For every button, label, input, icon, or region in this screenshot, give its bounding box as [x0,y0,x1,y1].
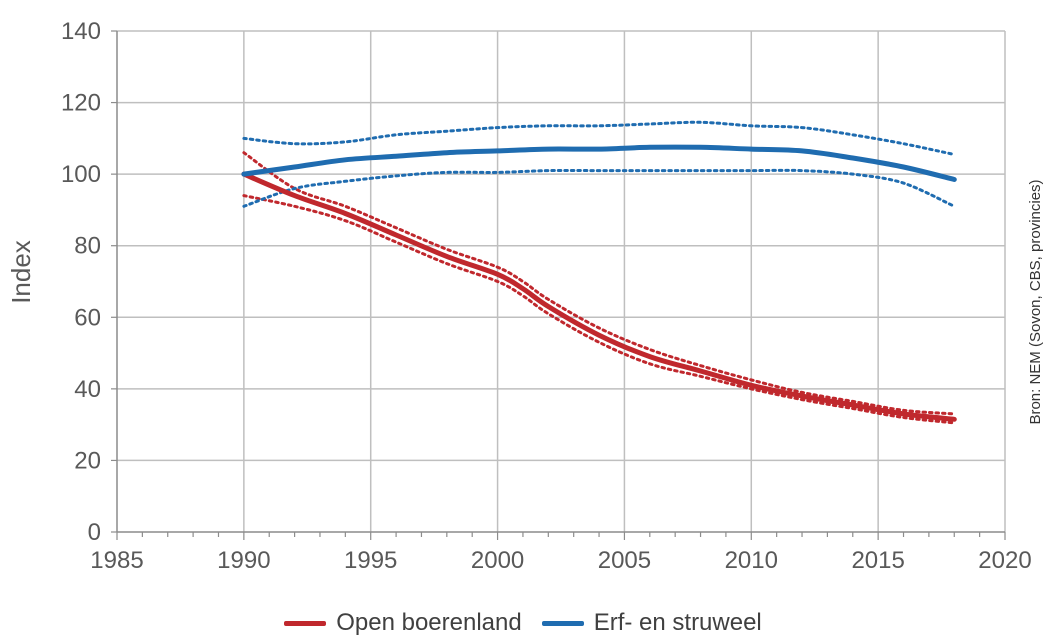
y-axis-title: Index [6,240,36,304]
y-tick-label: 0 [88,519,101,546]
confidence-bands [242,120,956,425]
x-tick-labels: 1985 1990 1995 2000 2005 2010 2015 2020 [90,547,1031,574]
x-tick-label: 2010 [725,547,778,574]
y-tick-label: 100 [61,161,101,188]
series-line-open-boerenland [241,171,957,422]
source-note: Bron: NEM (Sovon, CBS, provincies) [1027,179,1044,424]
y-tick-label: 80 [74,233,101,260]
legend-swatch-open-boerenland [284,620,327,626]
y-tick-label: 20 [74,447,101,474]
axes [111,30,1006,540]
upper-bound-open-boerenland [242,151,956,416]
legend-label-open-boerenland: Open boerenland [336,609,522,636]
x-tick-label: 1985 [90,547,143,574]
x-tick-label: 1990 [217,547,270,574]
y-tick-label: 140 [61,18,101,45]
legend-item-open-boerenland: Open boerenland [284,609,522,637]
line-chart: 0 20 40 60 80 100 120 140 1985 1990 1995 2000 2005 2… [6,18,1044,574]
lower-bound-erf-en-struweel [242,168,956,208]
legend-label-erf-en-struweel: Erf- en struweel [593,609,762,636]
legend: Open boerenland Erf- en struweel [0,605,1046,641]
legend-item-erf-en-struweel: Erf- en struweel [541,609,762,637]
upper-bound-erf-en-struweel [242,120,956,156]
grid-lines [117,30,1006,532]
legend-swatch-erf-en-struweel [541,620,584,626]
y-tick-label: 40 [74,376,101,403]
y-tick-label: 60 [74,304,101,331]
x-tick-label: 2000 [471,547,524,574]
x-tick-label: 2020 [978,547,1031,574]
series-lines [241,144,957,422]
x-tick-label: 2005 [598,547,651,574]
y-tick-labels: 0 20 40 60 80 100 120 140 [61,18,101,546]
x-tick-label: 1995 [344,547,397,574]
series-line-erf-en-struweel [241,144,957,182]
lower-bound-open-boerenland [242,194,956,425]
x-tick-label: 2015 [851,547,904,574]
y-tick-label: 120 [61,90,101,117]
